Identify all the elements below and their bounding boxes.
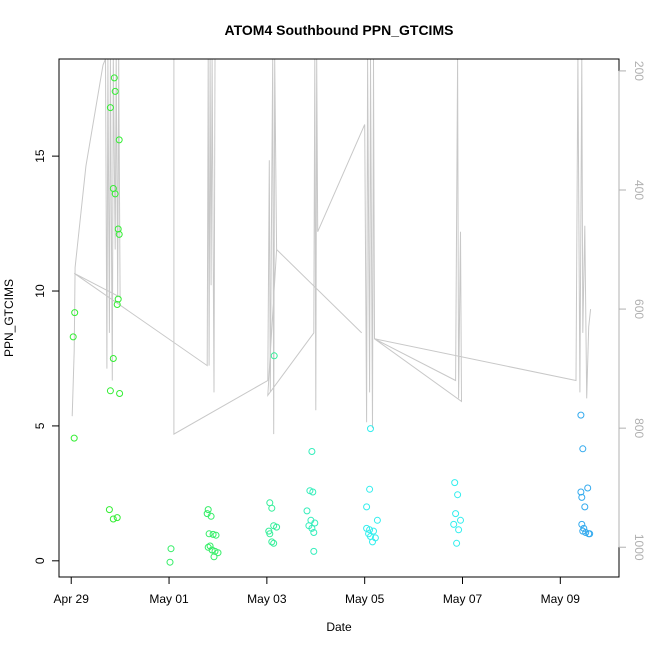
data-point <box>212 531 220 539</box>
y-tick-label: 15 <box>33 149 47 163</box>
data-point <box>451 479 459 487</box>
y2-tick-label: 400 <box>632 180 646 200</box>
data-point <box>106 387 114 395</box>
data-point <box>69 333 77 341</box>
data-point <box>578 493 586 501</box>
data-point <box>266 530 274 538</box>
x-tick-label: May 05 <box>345 592 385 606</box>
data-point <box>308 448 316 455</box>
data-point <box>110 74 118 82</box>
point-series-layer <box>69 74 594 566</box>
data-point <box>71 309 79 317</box>
data-point <box>205 530 213 538</box>
data-point <box>453 539 461 547</box>
data-point <box>109 515 117 523</box>
data-point <box>270 352 278 360</box>
data-point <box>116 390 124 397</box>
data-point <box>584 484 592 492</box>
data-point <box>581 503 589 511</box>
data-point <box>166 558 174 566</box>
data-point <box>214 549 222 557</box>
y-axis-right: 200 400 600 800 1000 <box>618 61 646 561</box>
y-axis-label: PPN_GTCIMS <box>2 279 16 357</box>
y-tick-label: 10 <box>33 284 47 298</box>
data-point <box>270 539 278 547</box>
x-tick-label: May 09 <box>541 592 581 606</box>
y2-tick-label: 800 <box>632 418 646 438</box>
data-point <box>273 523 281 531</box>
data-point <box>452 510 460 518</box>
data-point <box>111 87 119 95</box>
y2-tick-label: 200 <box>632 61 646 81</box>
data-point <box>577 411 585 419</box>
data-point <box>167 545 175 553</box>
data-point <box>373 516 381 524</box>
data-point <box>113 514 121 522</box>
data-point <box>111 190 119 198</box>
data-point <box>310 547 318 555</box>
data-point <box>457 516 464 524</box>
line-series-0 <box>71 58 592 435</box>
x-axis-label: Date <box>326 620 352 634</box>
data-point <box>309 488 317 496</box>
data-point <box>311 519 319 527</box>
x-axis: Apr 29 May 01 May 03 May 05 May 07 May 09 <box>54 576 581 606</box>
y2-tick-label: 1000 <box>632 534 646 561</box>
x-tick-label: May 03 <box>247 592 287 606</box>
data-point <box>303 507 311 515</box>
line-series-layer <box>71 58 592 435</box>
data-point <box>454 491 462 499</box>
data-point <box>204 506 212 514</box>
data-point <box>106 104 114 112</box>
data-point <box>268 538 276 546</box>
data-point <box>367 425 374 433</box>
data-point <box>115 230 123 238</box>
data-point <box>209 530 217 538</box>
data-point <box>109 355 117 362</box>
y-axis-left: 0 5 10 15 <box>33 149 60 564</box>
x-tick-label: Apr 29 <box>54 592 90 606</box>
data-point <box>366 485 374 493</box>
data-point <box>579 527 587 535</box>
data-point <box>579 445 587 453</box>
data-point <box>206 542 214 550</box>
data-point <box>455 526 463 534</box>
data-point <box>70 434 78 442</box>
data-point <box>210 553 218 561</box>
chart-title: ATOM4 Southbound PPN_GTCIMS <box>225 22 454 38</box>
y-tick-label: 5 <box>33 422 47 429</box>
data-point <box>586 530 594 538</box>
data-point <box>268 504 276 512</box>
y-tick-label: 0 <box>33 557 47 564</box>
data-point <box>363 503 371 511</box>
data-point <box>308 524 316 532</box>
data-point <box>105 506 113 514</box>
x-tick-label: May 01 <box>149 592 189 606</box>
data-point <box>310 529 318 536</box>
data-point <box>450 520 458 528</box>
data-point <box>369 538 376 546</box>
x-tick-label: May 07 <box>443 592 483 606</box>
data-point <box>113 301 121 308</box>
data-point <box>207 512 215 520</box>
data-point <box>115 136 123 144</box>
data-point <box>365 530 373 538</box>
data-point <box>578 520 586 528</box>
plot-frame <box>58 58 620 578</box>
y2-tick-label: 600 <box>632 299 646 319</box>
data-point <box>366 526 374 534</box>
